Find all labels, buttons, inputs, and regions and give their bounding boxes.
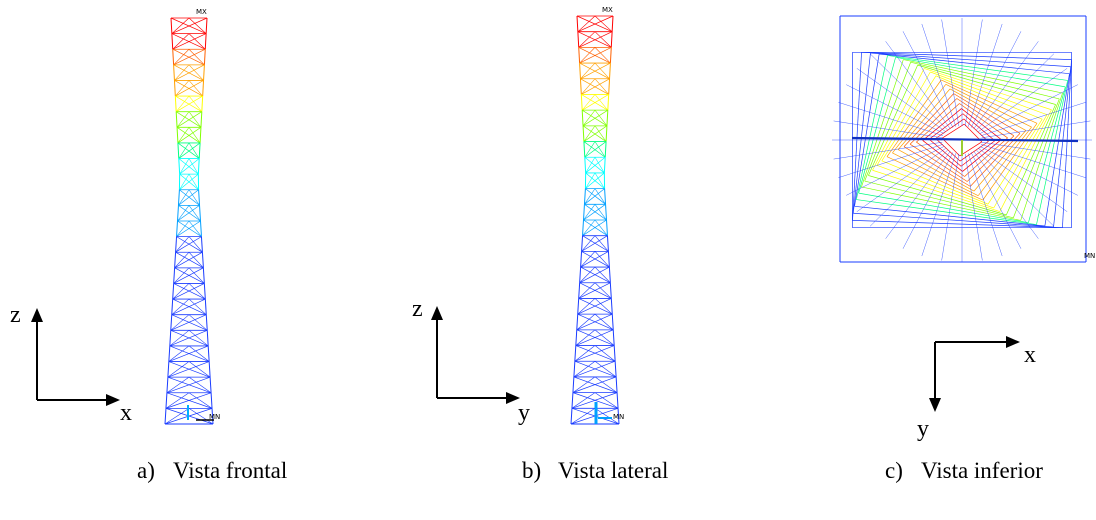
axis-label-v-b: z (412, 296, 423, 322)
structure-bottom-view (832, 15, 1092, 263)
caption-c: c) Vista inferior (885, 458, 1043, 484)
caption-text-a: Vista frontal (173, 458, 288, 483)
tower-lateral-view (570, 15, 620, 425)
axis-gizmo-a: z x (10, 302, 132, 426)
caption-enum-b: b) (522, 458, 542, 483)
axis-label-h-a: x (120, 400, 132, 426)
caption-enum-a: a) (137, 458, 155, 483)
caption-b: b) Vista lateral (522, 458, 668, 484)
caption-enum-c: c) (885, 458, 903, 483)
tower-frontal-view (164, 17, 214, 425)
min-label-a: MN (209, 413, 220, 421)
min-label-b: MN (613, 413, 624, 421)
caption-a: a) Vista frontal (137, 458, 287, 484)
caption-text-c: Vista inferior (921, 458, 1043, 483)
axis-label-h-b: y (518, 400, 530, 426)
axis-label-v-a: z (10, 302, 21, 328)
caption-text-b: Vista lateral (558, 458, 669, 483)
max-label-b: MX (602, 6, 613, 14)
axis-label-h-c: x (1024, 342, 1036, 368)
min-label-c: MN (1084, 252, 1095, 260)
axis-label-v-c: y (917, 416, 929, 442)
max-label-a: MX (196, 8, 207, 16)
axis-gizmo-b: z y (412, 296, 530, 426)
axis-gizmo-c: x y (917, 336, 1036, 442)
